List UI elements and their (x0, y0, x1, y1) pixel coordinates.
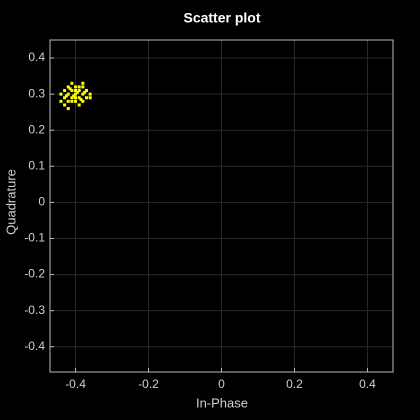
x-tick-label: 0 (218, 377, 225, 391)
point (77, 89, 81, 93)
y-axis-label: Quadrature (3, 169, 18, 235)
point (83, 90, 87, 94)
x-tick-label: 0.4 (359, 377, 376, 391)
y-tick-label: 0.4 (28, 50, 45, 64)
point (77, 85, 81, 89)
y-tick-label: -0.1 (24, 231, 45, 245)
point (59, 92, 63, 96)
point (70, 96, 74, 100)
point (72, 94, 76, 98)
point (66, 99, 70, 103)
point (59, 99, 63, 103)
point (74, 85, 78, 89)
point (88, 92, 92, 96)
point (66, 92, 70, 96)
y-tick-label: -0.4 (24, 339, 45, 353)
point (70, 81, 74, 85)
point (75, 90, 79, 94)
point (84, 89, 88, 93)
point (77, 96, 81, 100)
point (88, 96, 92, 100)
point (84, 96, 88, 100)
x-axis-label: In-Phase (196, 395, 248, 410)
y-tick-label: -0.3 (24, 303, 45, 317)
y-tick-label: 0.2 (28, 122, 45, 136)
point (81, 92, 85, 96)
y-tick-label: -0.2 (24, 267, 45, 281)
point (70, 99, 74, 103)
chart-title: Scatter plot (183, 10, 260, 26)
y-tick-label: 0.1 (28, 158, 45, 172)
x-tick-label: 0.2 (286, 377, 303, 391)
point (63, 103, 67, 107)
point (81, 99, 85, 103)
point (77, 103, 81, 107)
point (81, 81, 85, 85)
point (66, 85, 70, 89)
point (63, 96, 67, 100)
point (64, 94, 68, 98)
x-tick-label: -0.4 (65, 377, 86, 391)
point (81, 85, 85, 89)
y-tick-label: 0.3 (28, 86, 45, 100)
point (66, 107, 70, 111)
point (74, 92, 78, 96)
point (70, 89, 74, 93)
axes-box (49, 39, 394, 373)
point (63, 89, 67, 93)
point (74, 99, 78, 103)
x-tick-label: -0.2 (138, 377, 159, 391)
point (74, 96, 78, 100)
point (74, 89, 78, 93)
point (68, 87, 72, 91)
point (79, 98, 83, 102)
y-tick-label: 0 (38, 195, 45, 209)
